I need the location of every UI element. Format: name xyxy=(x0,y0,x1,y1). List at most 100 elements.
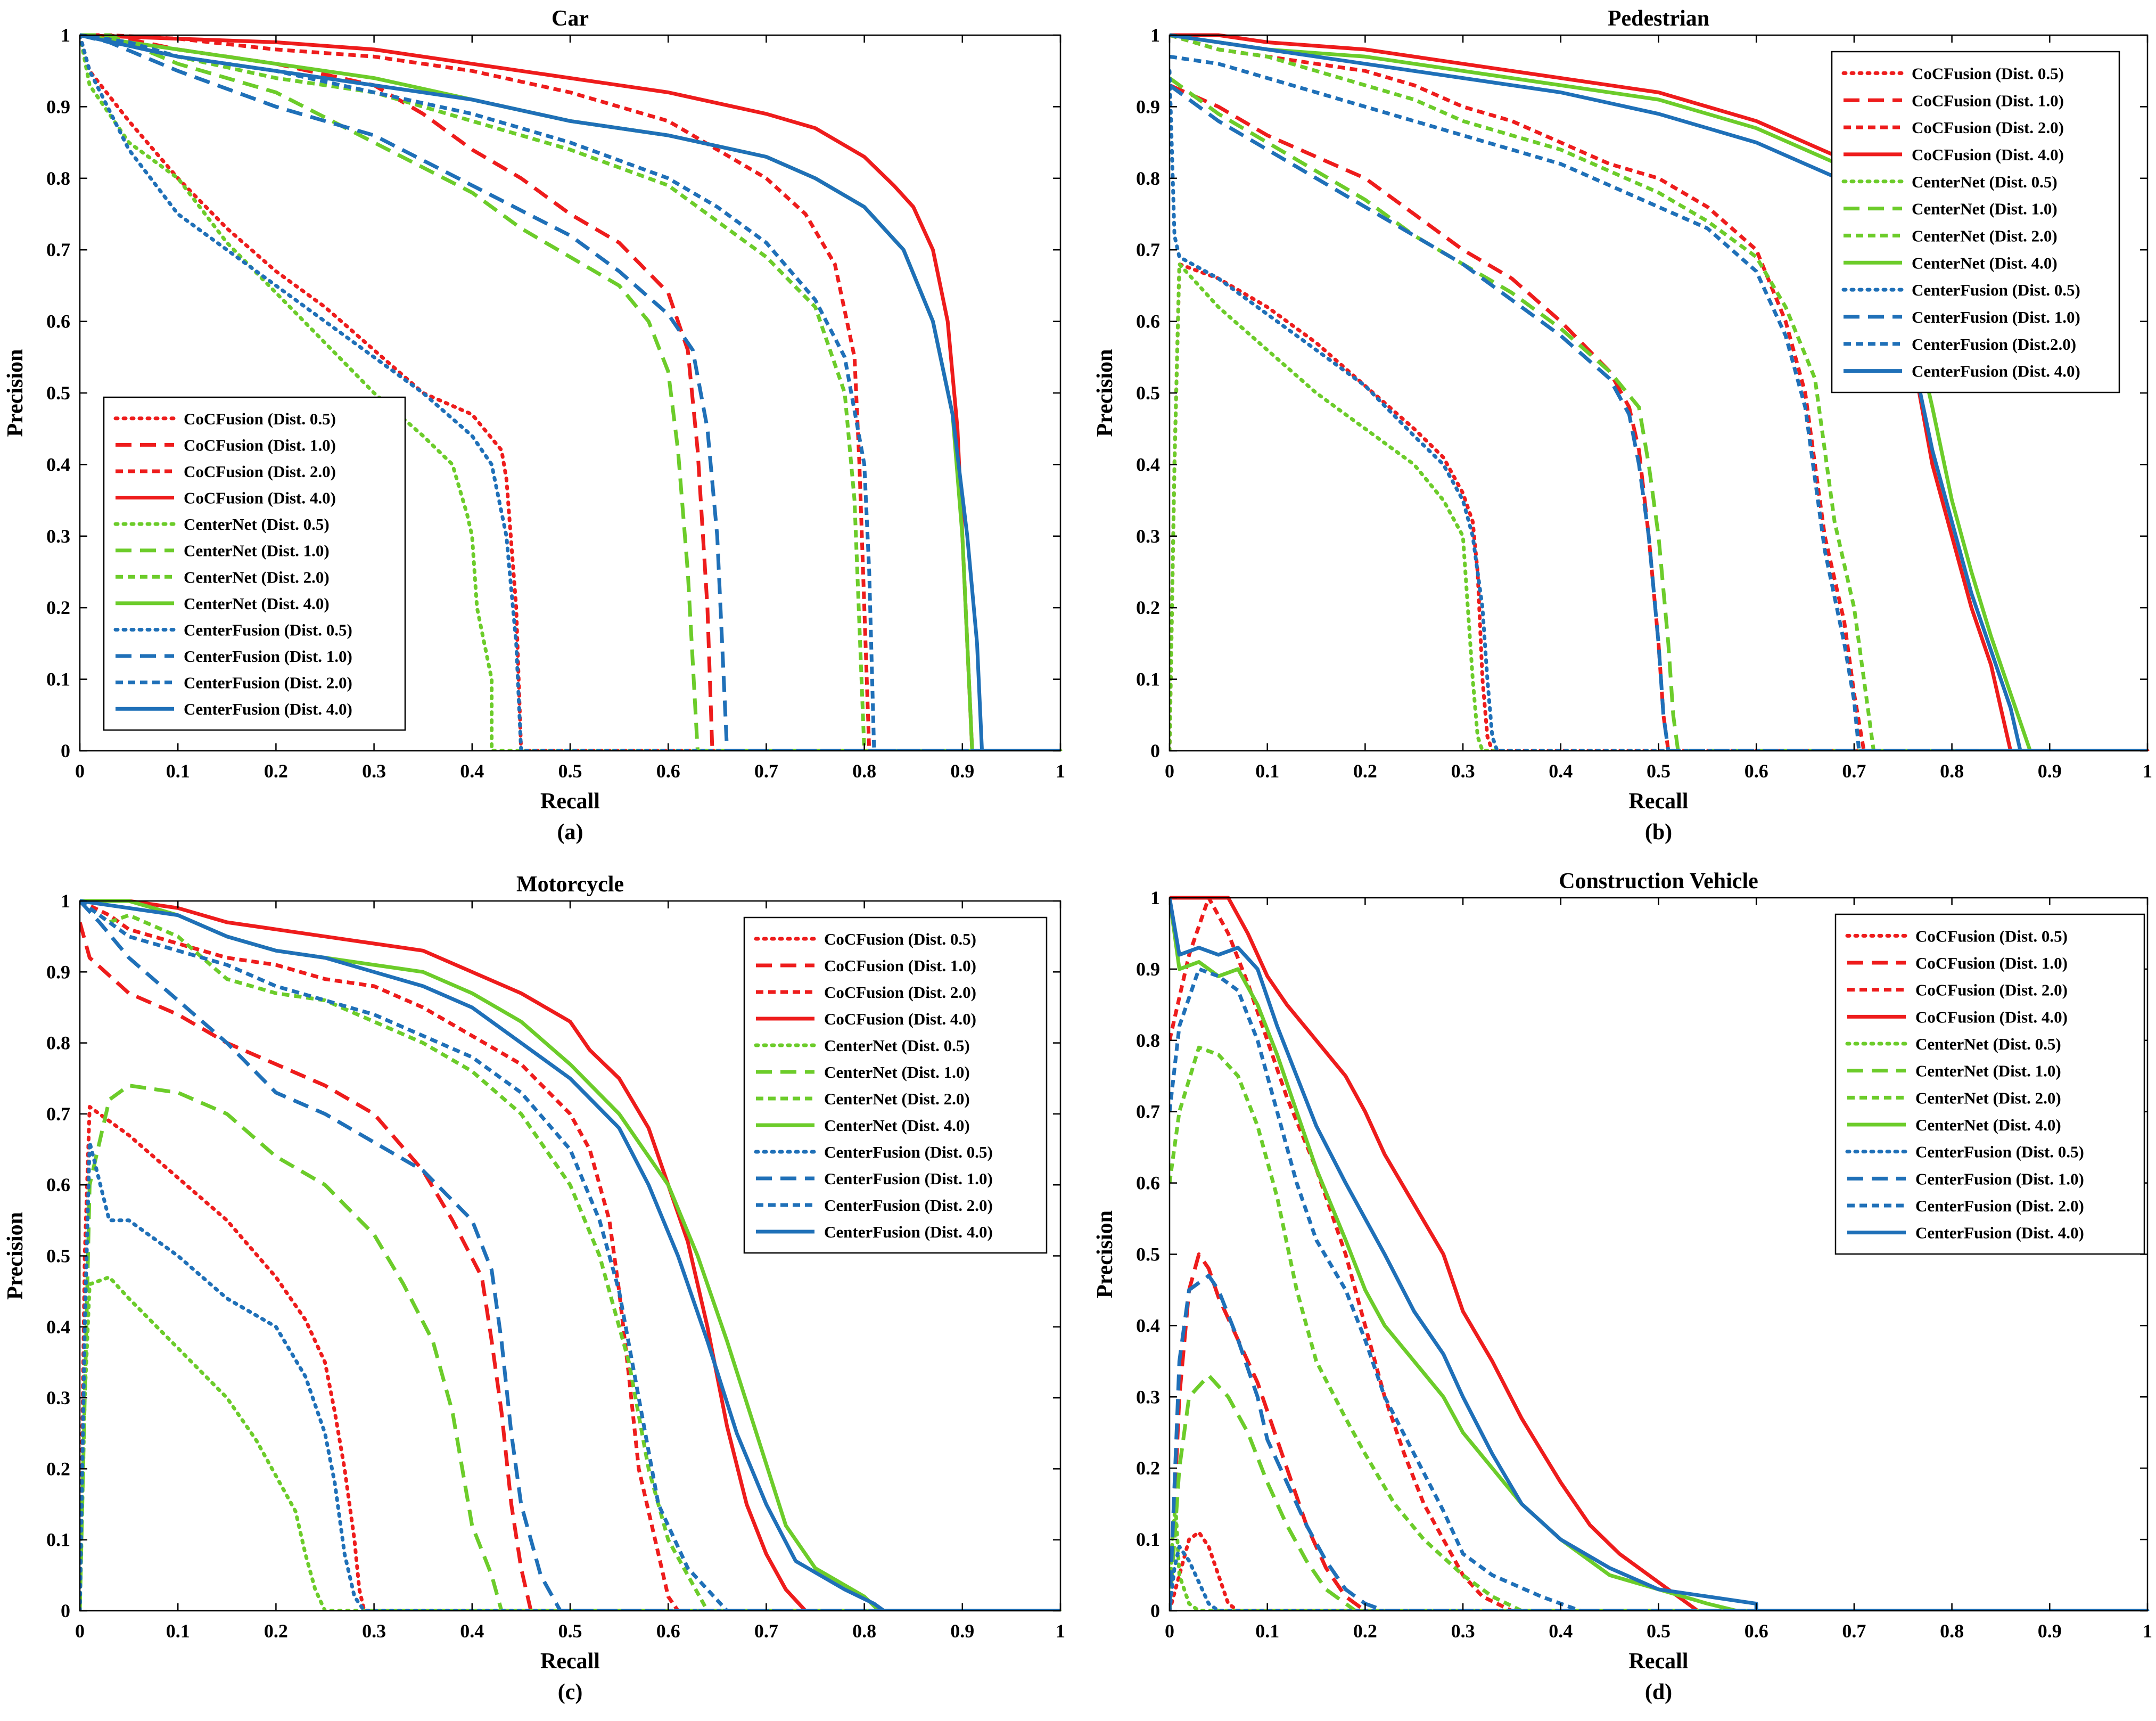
legend-label: CenterNet (Dist. 0.5) xyxy=(824,1036,970,1055)
x-tick-label: 0.2 xyxy=(264,760,288,782)
legend-label: CoCFusion (Dist. 1.0) xyxy=(824,956,976,975)
series-line-cocfusion-0 xyxy=(80,33,1063,751)
legend: CoCFusion (Dist. 0.5) CoCFusion (Dist. 1.… xyxy=(103,396,406,731)
legend-label: CenterFusion (Dist. 1.0) xyxy=(184,647,352,666)
chart-panel-0: Car 0 0.1 0.2 0.3 0.4 0.5 0.6 0.7 0.8 0.9 1 0 0.1 0.2 0… xyxy=(3,6,1065,845)
series-line-centernet-6 xyxy=(80,899,1060,1611)
x-tick-label: 0.6 xyxy=(1744,1620,1768,1642)
legend-label: CenterNet (Dist. 1.0) xyxy=(1912,200,2058,218)
y-tick-label: 0.7 xyxy=(1136,1101,1160,1122)
y-tick-label: 0.8 xyxy=(1136,1030,1160,1051)
x-tick-label: 0 xyxy=(1165,760,1174,782)
legend-box xyxy=(103,396,406,731)
y-tick-label: 0.5 xyxy=(1136,1244,1160,1265)
chart-title: Motorcycle xyxy=(516,872,624,897)
series-line-cocfusion-3 xyxy=(1170,896,2147,1611)
x-tick-label: 0.4 xyxy=(460,1620,484,1642)
series-line-cocfusion-3 xyxy=(80,899,1060,1611)
x-tick-label: 0.2 xyxy=(1353,760,1377,782)
legend-label: CoCFusion (Dist. 4.0) xyxy=(1915,1007,2068,1026)
series-line-centernet-6 xyxy=(1170,1045,2147,1611)
legend-label: CenterFusion (Dist. 2.0) xyxy=(1915,1196,2084,1215)
x-tick-label: 0.4 xyxy=(1549,1620,1573,1642)
y-tick-label: 0.2 xyxy=(1136,1457,1160,1479)
legend-label: CoCFusion (Dist. 1.0) xyxy=(184,436,336,454)
x-tick-label: 0 xyxy=(75,1620,85,1642)
legend-label: CenterFusion (Dist. 4.0) xyxy=(824,1223,993,1241)
y-tick-label: 0.5 xyxy=(1136,382,1160,404)
x-tick-label: 0.7 xyxy=(754,1620,778,1642)
series-line-centerfusion-8 xyxy=(80,33,1063,751)
x-tick-label: 0.8 xyxy=(852,760,876,782)
y-tick-label: 0 xyxy=(61,1600,70,1621)
y-tick-label: 0 xyxy=(61,740,70,761)
y-tick-label: 0.3 xyxy=(46,1387,70,1408)
panel-label: (c) xyxy=(558,1680,583,1704)
legend-label: CenterNet (Dist. 4.0) xyxy=(1915,1116,2061,1134)
legend-label: CenterFusion (Dist. 4.0) xyxy=(1912,362,2080,381)
x-tick-label: 0.7 xyxy=(754,760,778,782)
y-axis-label: Precision xyxy=(1093,349,1117,437)
series-line-cocfusion-2 xyxy=(1170,896,2147,1611)
x-tick-label: 1 xyxy=(2143,760,2152,782)
series-line-centernet-6 xyxy=(1170,33,2147,751)
legend-box xyxy=(1834,913,2145,1255)
legend-label: CenterFusion (Dist. 2.0) xyxy=(184,674,352,692)
legend-label: CenterFusion (Dist. 0.5) xyxy=(1915,1143,2084,1161)
series-line-cocfusion-0 xyxy=(80,1105,1063,1611)
x-tick-label: 0.9 xyxy=(950,1620,974,1642)
x-axis-label: Recall xyxy=(1629,1649,1689,1674)
series-line-centerfusion-10 xyxy=(80,899,1060,1611)
y-tick-label: 0.7 xyxy=(1136,239,1160,260)
legend-label: CenterFusion (Dist. 0.5) xyxy=(1912,281,2080,299)
series-line-centerfusion-11 xyxy=(80,899,1060,1611)
x-tick-label: 0.5 xyxy=(558,1620,582,1642)
y-tick-label: 1 xyxy=(61,890,70,912)
y-tick-label: 0.6 xyxy=(46,1174,70,1195)
chart-title: Construction Vehicle xyxy=(1559,869,1758,894)
series-line-centernet-5 xyxy=(80,33,1060,751)
x-tick-label: 0.8 xyxy=(1940,760,1964,782)
legend: CoCFusion (Dist. 0.5) CoCFusion (Dist. 1.… xyxy=(1831,51,2120,394)
series-line-centernet-4 xyxy=(80,1275,1063,1611)
series-line-centerfusion-8 xyxy=(80,1140,1063,1611)
x-tick-label: 0.3 xyxy=(362,1620,386,1642)
y-axis-label: Precision xyxy=(1093,1210,1117,1298)
legend-label: CoCFusion (Dist. 1.0) xyxy=(1912,91,2064,110)
legend-label: CoCFusion (Dist. 0.5) xyxy=(1915,927,2068,945)
x-tick-label: 0 xyxy=(1165,1620,1174,1642)
x-axis-label: Recall xyxy=(540,1649,600,1674)
series-line-cocfusion-0 xyxy=(1170,1530,2150,1611)
chart-panel-1: Pedestrian 0 0.1 0.2 0.3 0.4 0.5 0.6 0.7 0.8 0.9 1 0… xyxy=(1093,6,2152,845)
series-line-centernet-5 xyxy=(80,1084,1060,1611)
y-tick-label: 0.2 xyxy=(46,1458,70,1479)
y-axis-label: Precision xyxy=(3,349,28,437)
x-tick-label: 1 xyxy=(1056,1620,1065,1642)
x-tick-label: 0.8 xyxy=(852,1620,876,1642)
legend-box xyxy=(1831,51,2120,394)
legend-label: CenterFusion (Dist. 0.5) xyxy=(184,620,352,639)
legend-label: CoCFusion (Dist. 2.0) xyxy=(1915,981,2068,999)
y-tick-label: 0.4 xyxy=(46,454,70,475)
y-axis-label: Precision xyxy=(3,1212,28,1300)
y-tick-label: 0.8 xyxy=(46,1032,70,1054)
x-axis-label: Recall xyxy=(1629,789,1689,814)
legend-label: CoCFusion (Dist. 2.0) xyxy=(1912,118,2064,137)
legend-label: CenterNet (Dist. 0.5) xyxy=(1915,1035,2061,1053)
series-line-cocfusion-2 xyxy=(80,899,1060,1611)
y-tick-label: 0.4 xyxy=(1136,1315,1160,1336)
legend-label: CenterNet (Dist. 4.0) xyxy=(824,1116,970,1135)
series-line-centerfusion-9 xyxy=(1170,84,2147,751)
legend-label: CenterFusion (Dist. 1.0) xyxy=(1912,308,2080,326)
y-tick-label: 0.6 xyxy=(46,311,70,332)
y-tick-label: 0.6 xyxy=(1136,1173,1160,1194)
y-tick-label: 0.3 xyxy=(1136,1386,1160,1407)
legend-label: CoCFusion (Dist. 2.0) xyxy=(824,983,976,1002)
y-tick-label: 0.1 xyxy=(46,669,70,690)
series-line-centerfusion-9 xyxy=(1170,1274,2147,1611)
x-tick-label: 0.3 xyxy=(1451,760,1475,782)
series-line-centernet-7 xyxy=(1170,897,2147,1611)
legend-label: CenterNet (Dist. 4.0) xyxy=(1912,253,2058,272)
series-line-cocfusion-1 xyxy=(1170,1252,2147,1611)
x-tick-label: 0.6 xyxy=(656,1620,680,1642)
